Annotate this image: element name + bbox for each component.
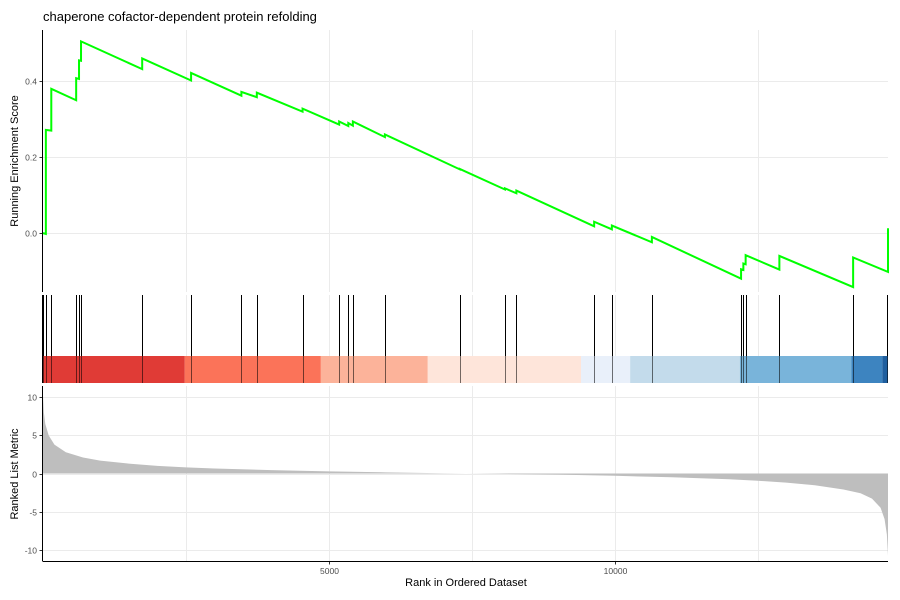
x-tick-label: 10000 bbox=[604, 566, 628, 576]
color-bar-segment-3 bbox=[427, 356, 581, 383]
es-y-tick-label: 0.2 bbox=[25, 153, 37, 163]
rm-y-tick-label: 10 bbox=[28, 393, 38, 403]
x-ticks: 5000 10000 bbox=[320, 561, 628, 576]
es-y-tick-label: 0.0 bbox=[25, 229, 37, 239]
es-gridlines bbox=[43, 30, 888, 292]
color-bar-segment-7 bbox=[851, 356, 883, 383]
rm-y-tick-label: -10 bbox=[25, 546, 38, 556]
color-bar-segment-0 bbox=[43, 356, 185, 383]
es-y-ticks: 0.0 0.2 0.4 bbox=[25, 77, 43, 239]
ranked-metric-panel: 10 5 0 -5 -10 5000 10000 Ranked List Metric R… bbox=[9, 386, 888, 589]
rank-color-bar bbox=[43, 356, 888, 383]
ranked-metric-y-axis-title: Ranked List Metric bbox=[9, 428, 21, 520]
running-enrichment-score-line bbox=[42, 39, 889, 289]
es-y-tick-label: 0.4 bbox=[25, 77, 37, 87]
enrichment-panel: 0.0 0.2 0.4 Running Enrichment Score bbox=[9, 30, 889, 292]
rm-y-tick-label: 0 bbox=[32, 470, 37, 480]
x-axis-title: Rank in Ordered Dataset bbox=[405, 577, 527, 589]
es-y-axis-title: Running Enrichment Score bbox=[9, 95, 21, 226]
color-bar-segment-2 bbox=[320, 356, 428, 383]
color-bar-segment-8 bbox=[882, 356, 888, 383]
chart-title: chaperone cofactor-dependent protein ref… bbox=[43, 9, 317, 24]
color-bar-segment-1 bbox=[184, 356, 321, 383]
color-bar-segment-6 bbox=[739, 356, 852, 383]
rm-y-tick-label: 5 bbox=[32, 431, 37, 441]
ranked-metric-y-ticks: 10 5 0 -5 -10 bbox=[25, 393, 43, 556]
ranked-metric-area bbox=[43, 395, 888, 556]
rm-y-tick-label: -5 bbox=[29, 508, 37, 518]
color-bar-segment-5 bbox=[630, 356, 740, 383]
color-bar-segment-4 bbox=[580, 356, 631, 383]
x-tick-label: 5000 bbox=[320, 566, 339, 576]
